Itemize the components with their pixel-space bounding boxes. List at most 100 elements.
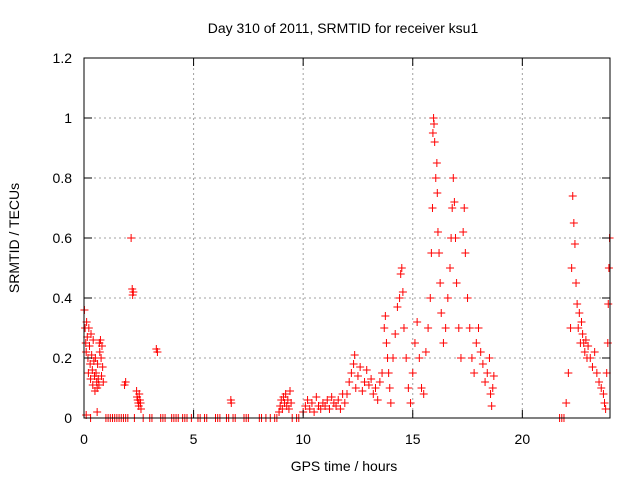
data-point xyxy=(97,372,106,380)
data-point xyxy=(476,348,485,356)
y-axis-label: SRMTID / TECUs xyxy=(6,183,22,293)
data-point xyxy=(454,324,463,332)
data-point xyxy=(578,330,587,338)
data-point xyxy=(87,330,96,338)
data-point xyxy=(443,294,452,302)
data-point xyxy=(334,396,343,404)
data-point xyxy=(574,324,583,332)
data-point xyxy=(567,264,576,272)
data-point xyxy=(395,294,404,302)
data-point xyxy=(375,378,384,386)
data-point xyxy=(601,405,610,413)
data-point xyxy=(456,354,465,362)
data-point xyxy=(597,384,606,392)
data-point xyxy=(588,363,597,371)
data-point xyxy=(93,408,102,416)
data-point xyxy=(398,288,407,296)
data-point xyxy=(446,264,455,272)
data-point xyxy=(97,354,106,362)
x-axis-label: GPS time / hours xyxy=(291,458,398,474)
data-point xyxy=(488,384,497,392)
data-point xyxy=(94,381,103,389)
data-point xyxy=(349,360,358,368)
data-point xyxy=(562,399,571,407)
data-point xyxy=(586,354,595,362)
data-point xyxy=(321,402,330,410)
x-tick-label: 10 xyxy=(295,431,311,447)
data-point xyxy=(356,363,365,371)
data-point xyxy=(573,300,582,308)
data-point xyxy=(595,378,604,386)
data-point xyxy=(127,234,136,242)
data-point xyxy=(430,120,439,128)
data-point xyxy=(575,309,584,317)
data-point xyxy=(433,228,442,236)
data-point xyxy=(451,234,460,242)
data-point xyxy=(93,360,102,368)
data-point xyxy=(569,219,578,227)
data-point xyxy=(310,408,319,416)
data-point xyxy=(381,312,390,320)
data-point xyxy=(95,348,104,356)
data-point xyxy=(384,369,393,377)
data-point xyxy=(421,348,430,356)
data-point xyxy=(463,294,472,302)
data-point xyxy=(413,318,422,326)
data-point xyxy=(474,324,483,332)
data-point xyxy=(305,405,314,413)
data-point xyxy=(358,387,367,395)
data-point xyxy=(404,384,413,392)
data-point xyxy=(325,405,334,413)
data-point xyxy=(410,339,419,347)
data-point xyxy=(426,294,435,302)
chart-title: Day 310 of 2011, SRMTID for receiver ksu… xyxy=(208,20,479,36)
data-point xyxy=(399,324,408,332)
data-point xyxy=(98,363,107,371)
points-layer xyxy=(80,114,614,422)
data-point xyxy=(485,354,494,362)
data-point xyxy=(424,324,433,332)
data-point xyxy=(353,372,362,380)
data-point xyxy=(465,324,474,332)
data-point xyxy=(393,303,402,311)
data-point xyxy=(347,369,356,377)
y-tick-label: 1.2 xyxy=(53,50,73,66)
data-point xyxy=(227,399,236,407)
data-point xyxy=(345,378,354,386)
data-point xyxy=(415,354,424,362)
data-point xyxy=(599,390,608,398)
data-point xyxy=(481,378,490,386)
data-point xyxy=(303,396,312,404)
y-tick-label: 0.8 xyxy=(53,170,73,186)
data-point xyxy=(350,351,359,359)
data-point xyxy=(360,378,369,386)
data-point xyxy=(580,348,589,356)
data-point xyxy=(287,399,296,407)
data-point xyxy=(486,390,495,398)
data-point xyxy=(343,390,351,398)
data-point xyxy=(136,405,145,413)
data-point xyxy=(301,402,310,410)
data-point xyxy=(362,366,371,374)
data-point xyxy=(430,138,439,146)
data-point xyxy=(396,270,405,278)
data-point xyxy=(135,390,144,398)
data-point xyxy=(459,228,468,236)
data-point xyxy=(408,369,417,377)
data-point xyxy=(566,324,575,332)
data-point xyxy=(602,369,611,377)
y-tick-label: 0.4 xyxy=(53,290,73,306)
data-point xyxy=(435,249,444,257)
data-point xyxy=(603,339,612,347)
data-point xyxy=(406,399,415,407)
data-point xyxy=(92,369,101,377)
data-point xyxy=(487,402,496,410)
data-point xyxy=(153,348,162,356)
data-point xyxy=(419,390,428,398)
data-point xyxy=(316,405,325,413)
y-tick-label: 0 xyxy=(64,410,72,426)
data-point xyxy=(281,390,290,398)
data-point xyxy=(96,336,105,344)
data-point xyxy=(97,342,106,350)
